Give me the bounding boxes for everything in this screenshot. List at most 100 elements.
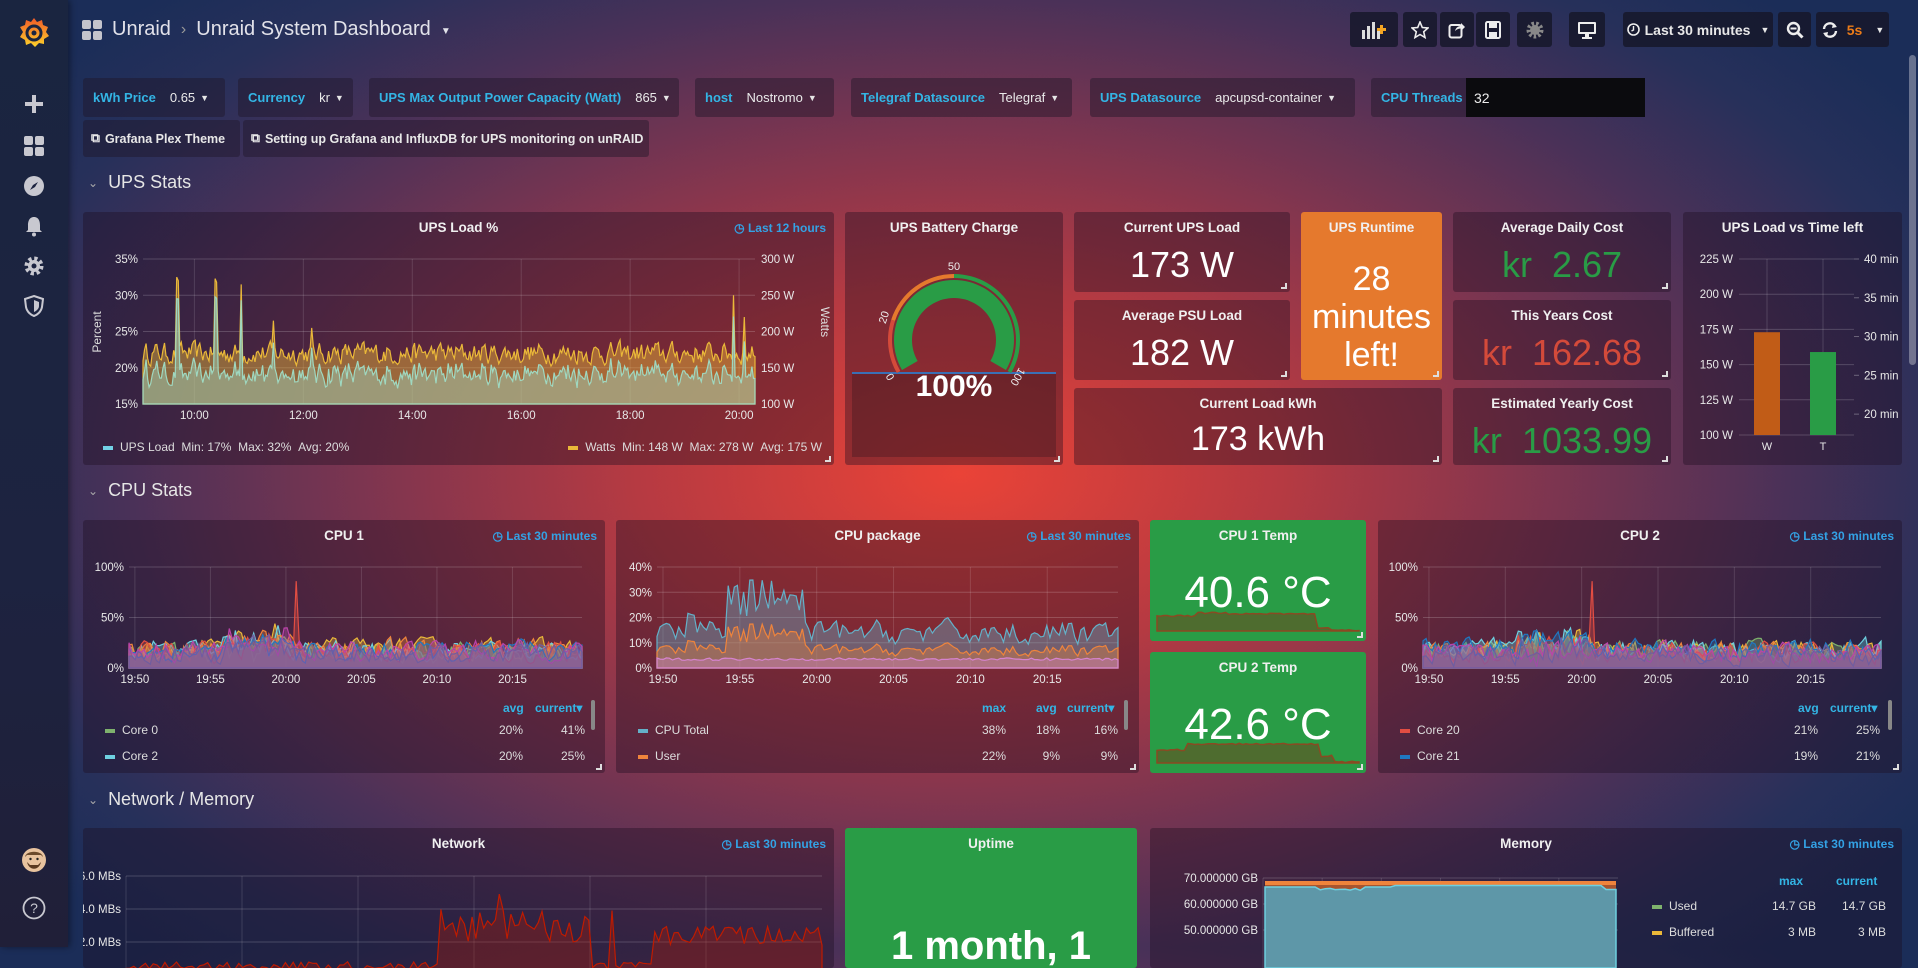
server-admin-shield-icon[interactable] [18,290,50,322]
resize-handle[interactable] [1662,456,1668,462]
y-right-tick-label: 20 min [1864,409,1899,421]
add-panel-button[interactable] [1350,12,1398,47]
resize-handle[interactable] [1662,371,1668,377]
dashboards-grid-icon[interactable] [18,130,50,162]
help-icon[interactable]: ? [18,892,50,924]
variable-value[interactable]: apcupsd-container [1215,90,1322,105]
resize-handle[interactable] [1054,456,1060,462]
panel-estimated-yearly-cost[interactable]: Estimated Yearly Cost kr 1033.99 [1453,388,1671,465]
grafana-logo-icon[interactable] [14,12,54,52]
star-button[interactable] [1403,12,1437,47]
resize-handle[interactable] [825,456,831,462]
explore-compass-icon[interactable] [18,170,50,202]
legend-header-current[interactable]: current▾ [1830,701,1877,715]
gauge-tick-label: 50 [948,261,960,273]
panel-cpu2-temp[interactable]: CPU 2 Temp 42.6 °C [1150,652,1366,773]
refresh-interval[interactable]: 5s [1847,22,1863,38]
legend-header-avg[interactable]: avg [1036,701,1057,715]
create-plus-icon[interactable] [18,88,50,120]
refresh-button[interactable]: 5s ▼ [1816,12,1889,47]
variable-ups-max-output[interactable]: UPS Max Output Power Capacity (Watt)865▼ [369,78,679,117]
settings-button[interactable] [1517,12,1552,47]
panel-ups-load[interactable]: UPS Load % ◷ Last 12 hours 35%30%25%20%1… [83,212,834,465]
legend-header-current[interactable]: current [1836,874,1877,888]
legend-header-max[interactable]: max [982,701,1006,715]
row-ups-stats[interactable]: ⌄UPS Stats [88,172,191,193]
panel-average-psu-load[interactable]: Average PSU Load 182 W [1074,300,1290,380]
resize-handle[interactable] [1281,371,1287,377]
legend-scrollbar[interactable] [591,700,595,730]
dashboard-picker-caret-icon[interactable]: ▼ [441,26,451,37]
legend-item-watts[interactable]: Watts Min: 148 W Max: 278 W Avg: 175 W [568,440,822,454]
panel-current-load-kwh[interactable]: Current Load kWh 173 kWh [1074,388,1442,465]
link-grafana-plex-theme[interactable]: ⧉Grafana Plex Theme [83,120,240,157]
resize-handle[interactable] [1433,371,1439,377]
panel-this-years-cost[interactable]: This Years Cost kr 162.68 [1453,300,1671,380]
panel-uptime[interactable]: Uptime 1 month, 1 [845,828,1137,968]
resize-handle[interactable] [1130,764,1136,770]
resize-handle[interactable] [1281,283,1287,289]
link-ups-monitoring-guide[interactable]: ⧉Setting up Grafana and InfluxDB for UPS… [243,120,649,157]
resize-handle[interactable] [1357,764,1363,770]
legend-header-current[interactable]: current▾ [535,701,582,715]
row-network-memory[interactable]: ⌄Network / Memory [88,789,254,810]
legend-header-avg[interactable]: avg [503,701,524,715]
resize-handle[interactable] [1433,456,1439,462]
variable-value[interactable]: 865 [635,90,657,105]
variable-value[interactable]: 0.65 [170,90,195,105]
variable-value[interactable]: kr [319,90,330,105]
configuration-gear-icon[interactable] [18,250,50,282]
page-scrollbar[interactable] [1909,55,1916,365]
resize-handle[interactable] [1662,283,1668,289]
panel-cpu-package[interactable]: CPU package ◷ Last 30 minutes 40%30%20%1… [616,520,1139,773]
resize-handle[interactable] [1893,764,1899,770]
resize-handle[interactable] [596,764,602,770]
zoom-out-button[interactable] [1778,12,1811,47]
variable-value[interactable]: Nostromo [746,90,802,105]
legend-header-current[interactable]: current▾ [1067,701,1114,715]
panel-cpu1-temp[interactable]: CPU 1 Temp 40.6 °C [1150,520,1366,641]
legend-scrollbar[interactable] [1124,700,1128,730]
variable-value[interactable]: Telegraf [999,90,1045,105]
user-avatar[interactable] [18,844,50,876]
alerting-bell-icon[interactable] [18,210,50,242]
legend-header-max[interactable]: max [1779,874,1803,888]
dashboard-title[interactable]: Unraid System Dashboard [196,18,431,41]
panel-current-ups-load[interactable]: Current UPS Load 173 W [1074,212,1290,292]
share-button[interactable] [1440,12,1474,47]
y-tick-label: 70.000000 GB [1184,873,1259,885]
legend-item-ups-load[interactable]: UPS Load Min: 17% Max: 32% Avg: 20% [103,440,349,454]
tv-mode-button[interactable] [1569,12,1605,47]
row-cpu-stats[interactable]: ⌄CPU Stats [88,480,192,501]
cpu-threads-input[interactable]: 32 [1466,78,1645,117]
time-range-picker[interactable]: Last 30 minutes▼ [1623,12,1773,47]
legend-header-avg[interactable]: avg [1798,701,1819,715]
resize-handle[interactable] [1357,632,1363,638]
legend-scrollbar[interactable] [1888,700,1892,730]
breadcrumb-folder[interactable]: Unraid [112,18,171,41]
save-button[interactable] [1476,12,1510,47]
refresh-caret-icon[interactable]: ▼ [1875,25,1884,35]
x-tick-label: T [1820,441,1827,453]
panel-average-daily-cost[interactable]: Average Daily Cost kr 2.67 [1453,212,1671,292]
